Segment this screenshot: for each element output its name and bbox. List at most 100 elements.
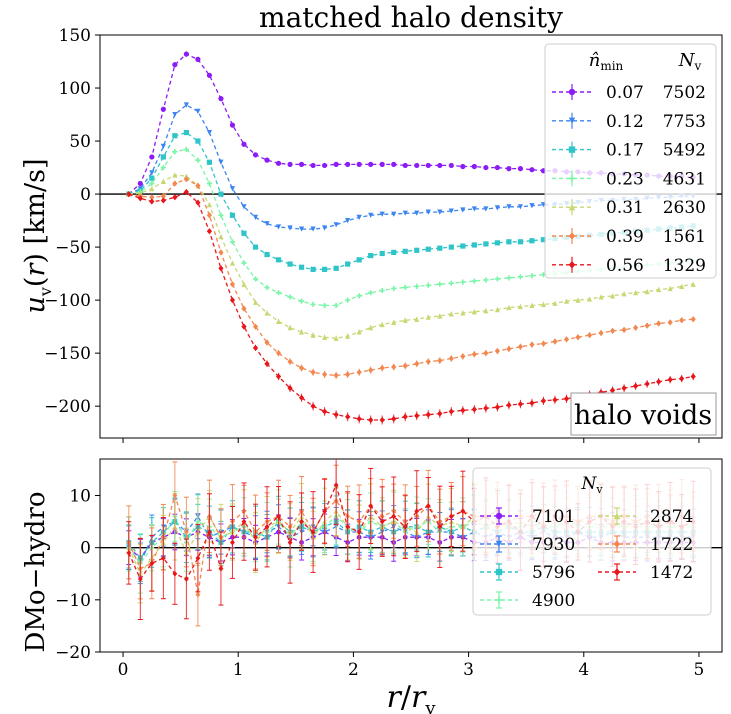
series-line bbox=[128, 148, 694, 307]
data-point bbox=[644, 380, 650, 388]
data-point bbox=[540, 237, 547, 243]
data-point bbox=[218, 159, 224, 165]
data-point bbox=[183, 129, 189, 136]
data-point bbox=[333, 335, 339, 341]
data-point bbox=[621, 385, 627, 392]
data-point bbox=[644, 322, 650, 329]
data-point bbox=[275, 224, 282, 230]
data-point bbox=[241, 230, 247, 236]
data-point bbox=[252, 299, 259, 305]
legend-nv: 7753 bbox=[663, 112, 706, 132]
data-point bbox=[391, 249, 397, 256]
data-point bbox=[333, 222, 339, 228]
data-point bbox=[529, 341, 535, 348]
data-point bbox=[137, 576, 143, 582]
data-point bbox=[471, 242, 477, 248]
data-point bbox=[425, 162, 431, 169]
data-point bbox=[517, 343, 524, 350]
data-point bbox=[356, 529, 362, 535]
data-point bbox=[368, 212, 374, 218]
data-point bbox=[506, 402, 512, 409]
data-point bbox=[241, 323, 247, 330]
data-point bbox=[241, 281, 247, 287]
data-point bbox=[253, 534, 258, 541]
data-point bbox=[414, 283, 420, 289]
data-point bbox=[195, 555, 201, 561]
legend-row: 7101 bbox=[480, 507, 575, 527]
data-point bbox=[575, 297, 581, 303]
top-legend-frame bbox=[544, 43, 717, 279]
data-point bbox=[345, 161, 351, 167]
data-point bbox=[345, 413, 351, 420]
data-point bbox=[437, 245, 443, 251]
data-point bbox=[552, 338, 558, 345]
data-point bbox=[437, 313, 443, 319]
data-point bbox=[402, 523, 408, 530]
data-point bbox=[195, 108, 201, 114]
data-point bbox=[333, 411, 339, 418]
x-tick-label: 4 bbox=[578, 660, 589, 680]
data-point bbox=[241, 260, 247, 266]
legend-nv: 4900 bbox=[532, 591, 575, 611]
data-point bbox=[264, 221, 270, 227]
data-point bbox=[252, 276, 259, 282]
data-point bbox=[494, 276, 500, 282]
data-point bbox=[218, 565, 224, 572]
data-point bbox=[230, 539, 235, 546]
data-point bbox=[621, 326, 627, 333]
y-tick-label: −20 bbox=[55, 643, 91, 663]
data-point bbox=[218, 191, 224, 197]
data-point bbox=[379, 287, 385, 294]
data-point bbox=[356, 369, 362, 376]
legend-nv: 7502 bbox=[663, 83, 706, 103]
data-point bbox=[275, 350, 282, 357]
data-point bbox=[460, 353, 466, 360]
data-point bbox=[667, 376, 673, 383]
data-point bbox=[679, 283, 685, 289]
data-point bbox=[207, 529, 212, 535]
data-point bbox=[368, 290, 374, 296]
svg-text:uv(r) [km/s]: uv(r) [km/s] bbox=[20, 158, 55, 313]
data-point bbox=[448, 162, 454, 169]
data-point bbox=[586, 332, 593, 339]
data-point bbox=[483, 164, 489, 171]
data-point bbox=[298, 264, 305, 270]
data-point bbox=[172, 570, 178, 577]
legend-row: 0.39 1561 bbox=[552, 227, 706, 247]
data-point bbox=[529, 203, 535, 209]
data-point bbox=[183, 188, 189, 196]
bottom-ylabel: DMo−hydro bbox=[21, 491, 51, 652]
legend-nv: 7101 bbox=[532, 507, 575, 527]
legend-nv: 5492 bbox=[663, 141, 706, 161]
data-point bbox=[460, 310, 466, 316]
legend-nmin: 0.39 bbox=[606, 227, 644, 247]
data-point bbox=[149, 198, 155, 205]
data-point bbox=[414, 360, 420, 367]
legend-nv: 2874 bbox=[650, 507, 693, 527]
data-point bbox=[287, 539, 293, 546]
x-tick-label: 3 bbox=[463, 660, 474, 680]
data-point bbox=[483, 405, 489, 412]
data-point bbox=[241, 518, 247, 525]
data-point bbox=[402, 413, 408, 420]
data-point bbox=[298, 226, 305, 232]
data-point bbox=[402, 210, 408, 216]
data-point bbox=[183, 51, 189, 57]
data-point bbox=[137, 190, 143, 196]
data-point bbox=[137, 180, 143, 187]
data-point bbox=[149, 170, 155, 176]
y-tick-label: 150 bbox=[59, 26, 91, 46]
data-point bbox=[552, 300, 558, 306]
data-point bbox=[206, 202, 213, 208]
data-point bbox=[471, 206, 477, 212]
data-point bbox=[310, 301, 316, 307]
data-point bbox=[195, 56, 201, 62]
data-point bbox=[183, 146, 189, 153]
data-point bbox=[264, 523, 270, 530]
data-point bbox=[379, 250, 385, 257]
data-point bbox=[448, 513, 454, 520]
data-point bbox=[229, 260, 236, 266]
data-point bbox=[126, 550, 132, 556]
svg-text:DMo−hydro: DMo−hydro bbox=[21, 491, 51, 652]
data-point bbox=[172, 172, 178, 178]
